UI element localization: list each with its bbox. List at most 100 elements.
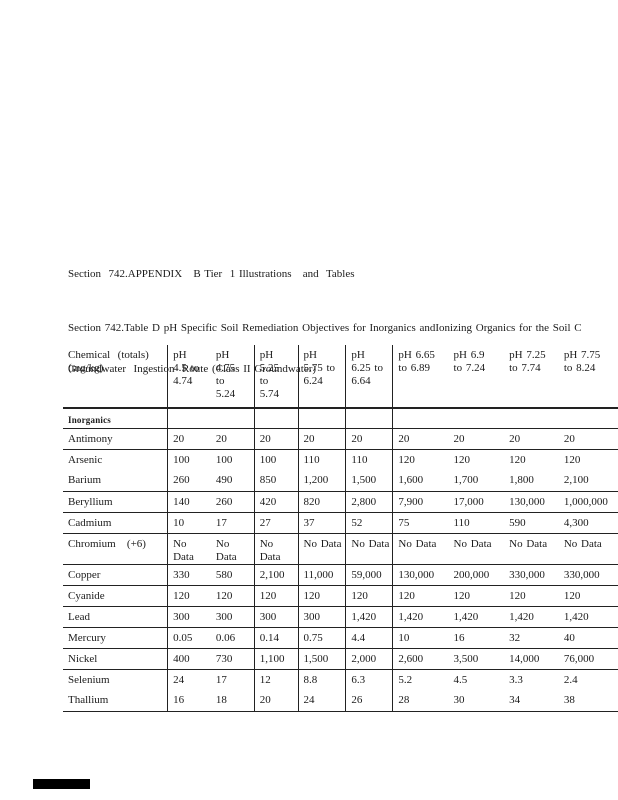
chemical-name-cell: Cyanide: [63, 585, 169, 607]
value-cell: 37: [298, 512, 347, 534]
value-cell: 2,100: [558, 470, 618, 492]
column-header-ph-9: pH 7.75 to 8.24: [558, 345, 618, 409]
value-cell: 110: [448, 512, 505, 534]
column-header-chemical: Chemical (totals) (mg/kg): [63, 345, 169, 409]
value-cell: 260: [210, 491, 255, 513]
value-cell: 20: [298, 428, 347, 450]
chemical-name-cell: Barium: [63, 470, 169, 492]
value-cell: 28: [392, 690, 449, 712]
table-header-row: Chemical (totals) (mg/kg) pH 4.5 to 4.74…: [63, 345, 618, 409]
value-cell: 100: [254, 449, 299, 470]
section-empty-cell: [210, 408, 255, 429]
value-cell: 1,420: [558, 606, 618, 628]
value-cell: 11,000: [298, 564, 347, 586]
value-cell: 16: [167, 690, 211, 712]
value-cell: 1,420: [392, 606, 449, 628]
value-cell: 300: [167, 606, 211, 628]
section-empty-cell: [254, 408, 299, 429]
value-cell: 17,000: [448, 491, 505, 513]
value-cell: 120: [453, 453, 471, 466]
value-cell: 20: [504, 428, 559, 450]
value-cell: 3.3: [509, 673, 523, 686]
section-row-inorganics: Inorganics: [63, 408, 618, 429]
value-cell: 1,420: [345, 606, 394, 628]
section-empty-cell: [298, 408, 347, 429]
value-cell: 20: [345, 428, 394, 450]
table-row-cyanide: Cyanide 120 120 120 120 120 120 120 120 120: [63, 585, 618, 607]
value-cell: No Data: [167, 533, 211, 565]
redaction-bar: [33, 779, 90, 789]
value-cell: 4.4: [345, 627, 394, 649]
chemical-name-cell: Lead: [63, 606, 169, 628]
value-cell: 40: [558, 627, 618, 649]
section-empty-cell: [558, 408, 618, 429]
value-cell: 330: [167, 564, 211, 586]
chemical-name-cell: Thallium: [63, 690, 169, 712]
value-cell: 20: [448, 428, 505, 450]
value-cell: 2,000: [345, 648, 394, 670]
value-cell: 1,000,000: [558, 491, 618, 513]
value-cell: 20: [167, 428, 211, 450]
value-cell: 30: [448, 690, 505, 712]
value-cell: 0.05: [167, 627, 211, 649]
value-cell: 120: [448, 585, 505, 607]
value-cell: 120: [563, 453, 581, 466]
value-cell: 24: [173, 673, 185, 686]
table-row-selenium: Selenium 24 17 12 8.8 6.3 5.2 4.5 3.3 2.4: [63, 669, 618, 690]
column-header-ph-1: pH 4.5 to 4.74: [167, 345, 211, 409]
column-header-ph-2: pH 4.75 to 5.24: [210, 345, 255, 409]
chemical-name-cell: Selenium: [63, 669, 169, 690]
value-cell: 1,100: [254, 648, 299, 670]
table-row-barium: Barium 260 490 850 1,200 1,500 1,600 1,700 1,800…: [63, 470, 618, 492]
chemical-name-cell: Nickel: [63, 648, 169, 670]
value-cell: 120: [298, 585, 347, 607]
value-cell: 20: [254, 690, 299, 712]
table-row-mercury: Mercury 0.05 0.06 0.14 0.75 4.4 10 16 32 40: [63, 627, 618, 649]
remediation-objectives-table: Chemical (totals) (mg/kg) pH 4.5 to 4.74…: [63, 345, 618, 712]
chemical-name-cell: Cadmium: [63, 512, 169, 534]
value-cell: 7,900: [392, 491, 449, 513]
value-cell: 34: [504, 690, 559, 712]
table-row-beryllium: Beryllium 140 260 420 820 2,800 7,900 17,000 130…: [63, 491, 618, 513]
value-cell: No Data: [392, 533, 449, 565]
value-cell: 0.14: [254, 627, 299, 649]
value-cell: 1,500: [345, 470, 394, 492]
value-cell: 120: [345, 585, 394, 607]
value-cell: 52: [345, 512, 394, 534]
column-header-ph-7: pH 6.9 to 7.24: [448, 345, 505, 409]
chemical-name-cell: Beryllium: [63, 491, 169, 513]
value-cell: 120: [558, 585, 618, 607]
column-header-ph-3: pH 5.25 to 5.74: [254, 345, 299, 409]
value-cell: 20: [254, 428, 299, 450]
value-cell: 4.5: [453, 673, 468, 686]
chemical-name-cell: Antimony: [63, 428, 169, 450]
value-cell: 10: [167, 512, 211, 534]
section-empty-cell: [167, 408, 211, 429]
value-cell: 32: [504, 627, 559, 649]
column-header-ph-6: pH 6.65 to 6.89: [392, 345, 449, 409]
value-cell: 120: [167, 585, 211, 607]
value-cell: 75: [392, 512, 449, 534]
value-cell: 12: [254, 669, 299, 690]
value-cell: 130,000: [392, 564, 449, 586]
value-cell: 2.4: [563, 673, 578, 686]
section-empty-cell: [448, 408, 505, 429]
value-cell: 2,100: [254, 564, 299, 586]
value-cell: 100: [173, 453, 190, 466]
value-cell: No Data: [345, 533, 394, 565]
value-cell: 20: [558, 428, 618, 450]
value-cell: 200,000: [448, 564, 505, 586]
value-cell: 100: [210, 449, 255, 470]
value-cell: 1,700: [448, 470, 505, 492]
value-cell: 120: [398, 453, 415, 466]
value-cell: 24: [298, 690, 347, 712]
value-cell: 820: [298, 491, 347, 513]
value-cell: 110: [345, 449, 394, 470]
column-header-ph-8: pH 7.25 to 7.74: [504, 345, 559, 409]
value-cell: 1,420: [504, 606, 559, 628]
value-cell: 120: [210, 585, 255, 607]
value-cell: 130,000: [504, 491, 559, 513]
value-cell: 2,600: [392, 648, 449, 670]
table-row-chromium-6: Chromium (+6) No Data No Data No Data No Dat…: [63, 533, 618, 565]
